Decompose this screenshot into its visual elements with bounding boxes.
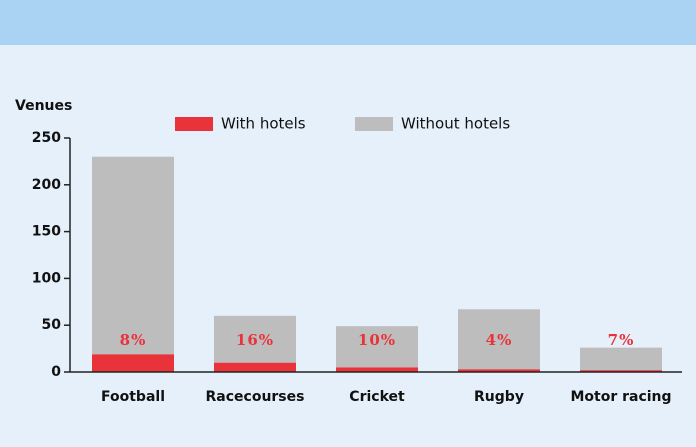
bar-segment	[458, 369, 540, 372]
x-tick-label: Rugby	[474, 389, 524, 405]
x-tick-label: Football	[101, 389, 165, 405]
header-band	[0, 0, 696, 45]
bar-segment	[92, 156, 174, 355]
bar-segment	[92, 354, 174, 372]
bar-segment	[336, 367, 418, 372]
bar-segment	[580, 370, 662, 372]
x-tick-label: Motor racing	[570, 389, 671, 405]
bar-segment	[580, 347, 662, 371]
y-tick-label: 250	[32, 130, 61, 146]
y-tick-label: 50	[42, 317, 62, 333]
share-label: 16%	[236, 331, 274, 349]
bar-segment	[458, 309, 540, 370]
legend-swatch	[355, 117, 393, 131]
bar-segment	[214, 315, 296, 363]
y-tick-label: 100	[32, 270, 61, 286]
bar-segment	[336, 326, 418, 368]
y-axis-label: Venues	[15, 98, 72, 114]
legend-swatch	[175, 117, 213, 131]
legend-label: With hotels	[221, 115, 306, 133]
share-label: 7%	[608, 331, 635, 349]
x-tick-label: Racecourses	[206, 389, 305, 405]
share-label: 4%	[486, 331, 513, 349]
legend-label: Without hotels	[401, 115, 510, 133]
y-tick-label: 0	[51, 364, 61, 380]
y-tick-label: 200	[32, 177, 61, 193]
y-tick-label: 150	[32, 224, 61, 240]
share-label: 10%	[358, 331, 396, 349]
x-tick-label: Cricket	[349, 389, 405, 405]
bar-segment	[214, 362, 296, 372]
share-label: 8%	[120, 331, 147, 349]
